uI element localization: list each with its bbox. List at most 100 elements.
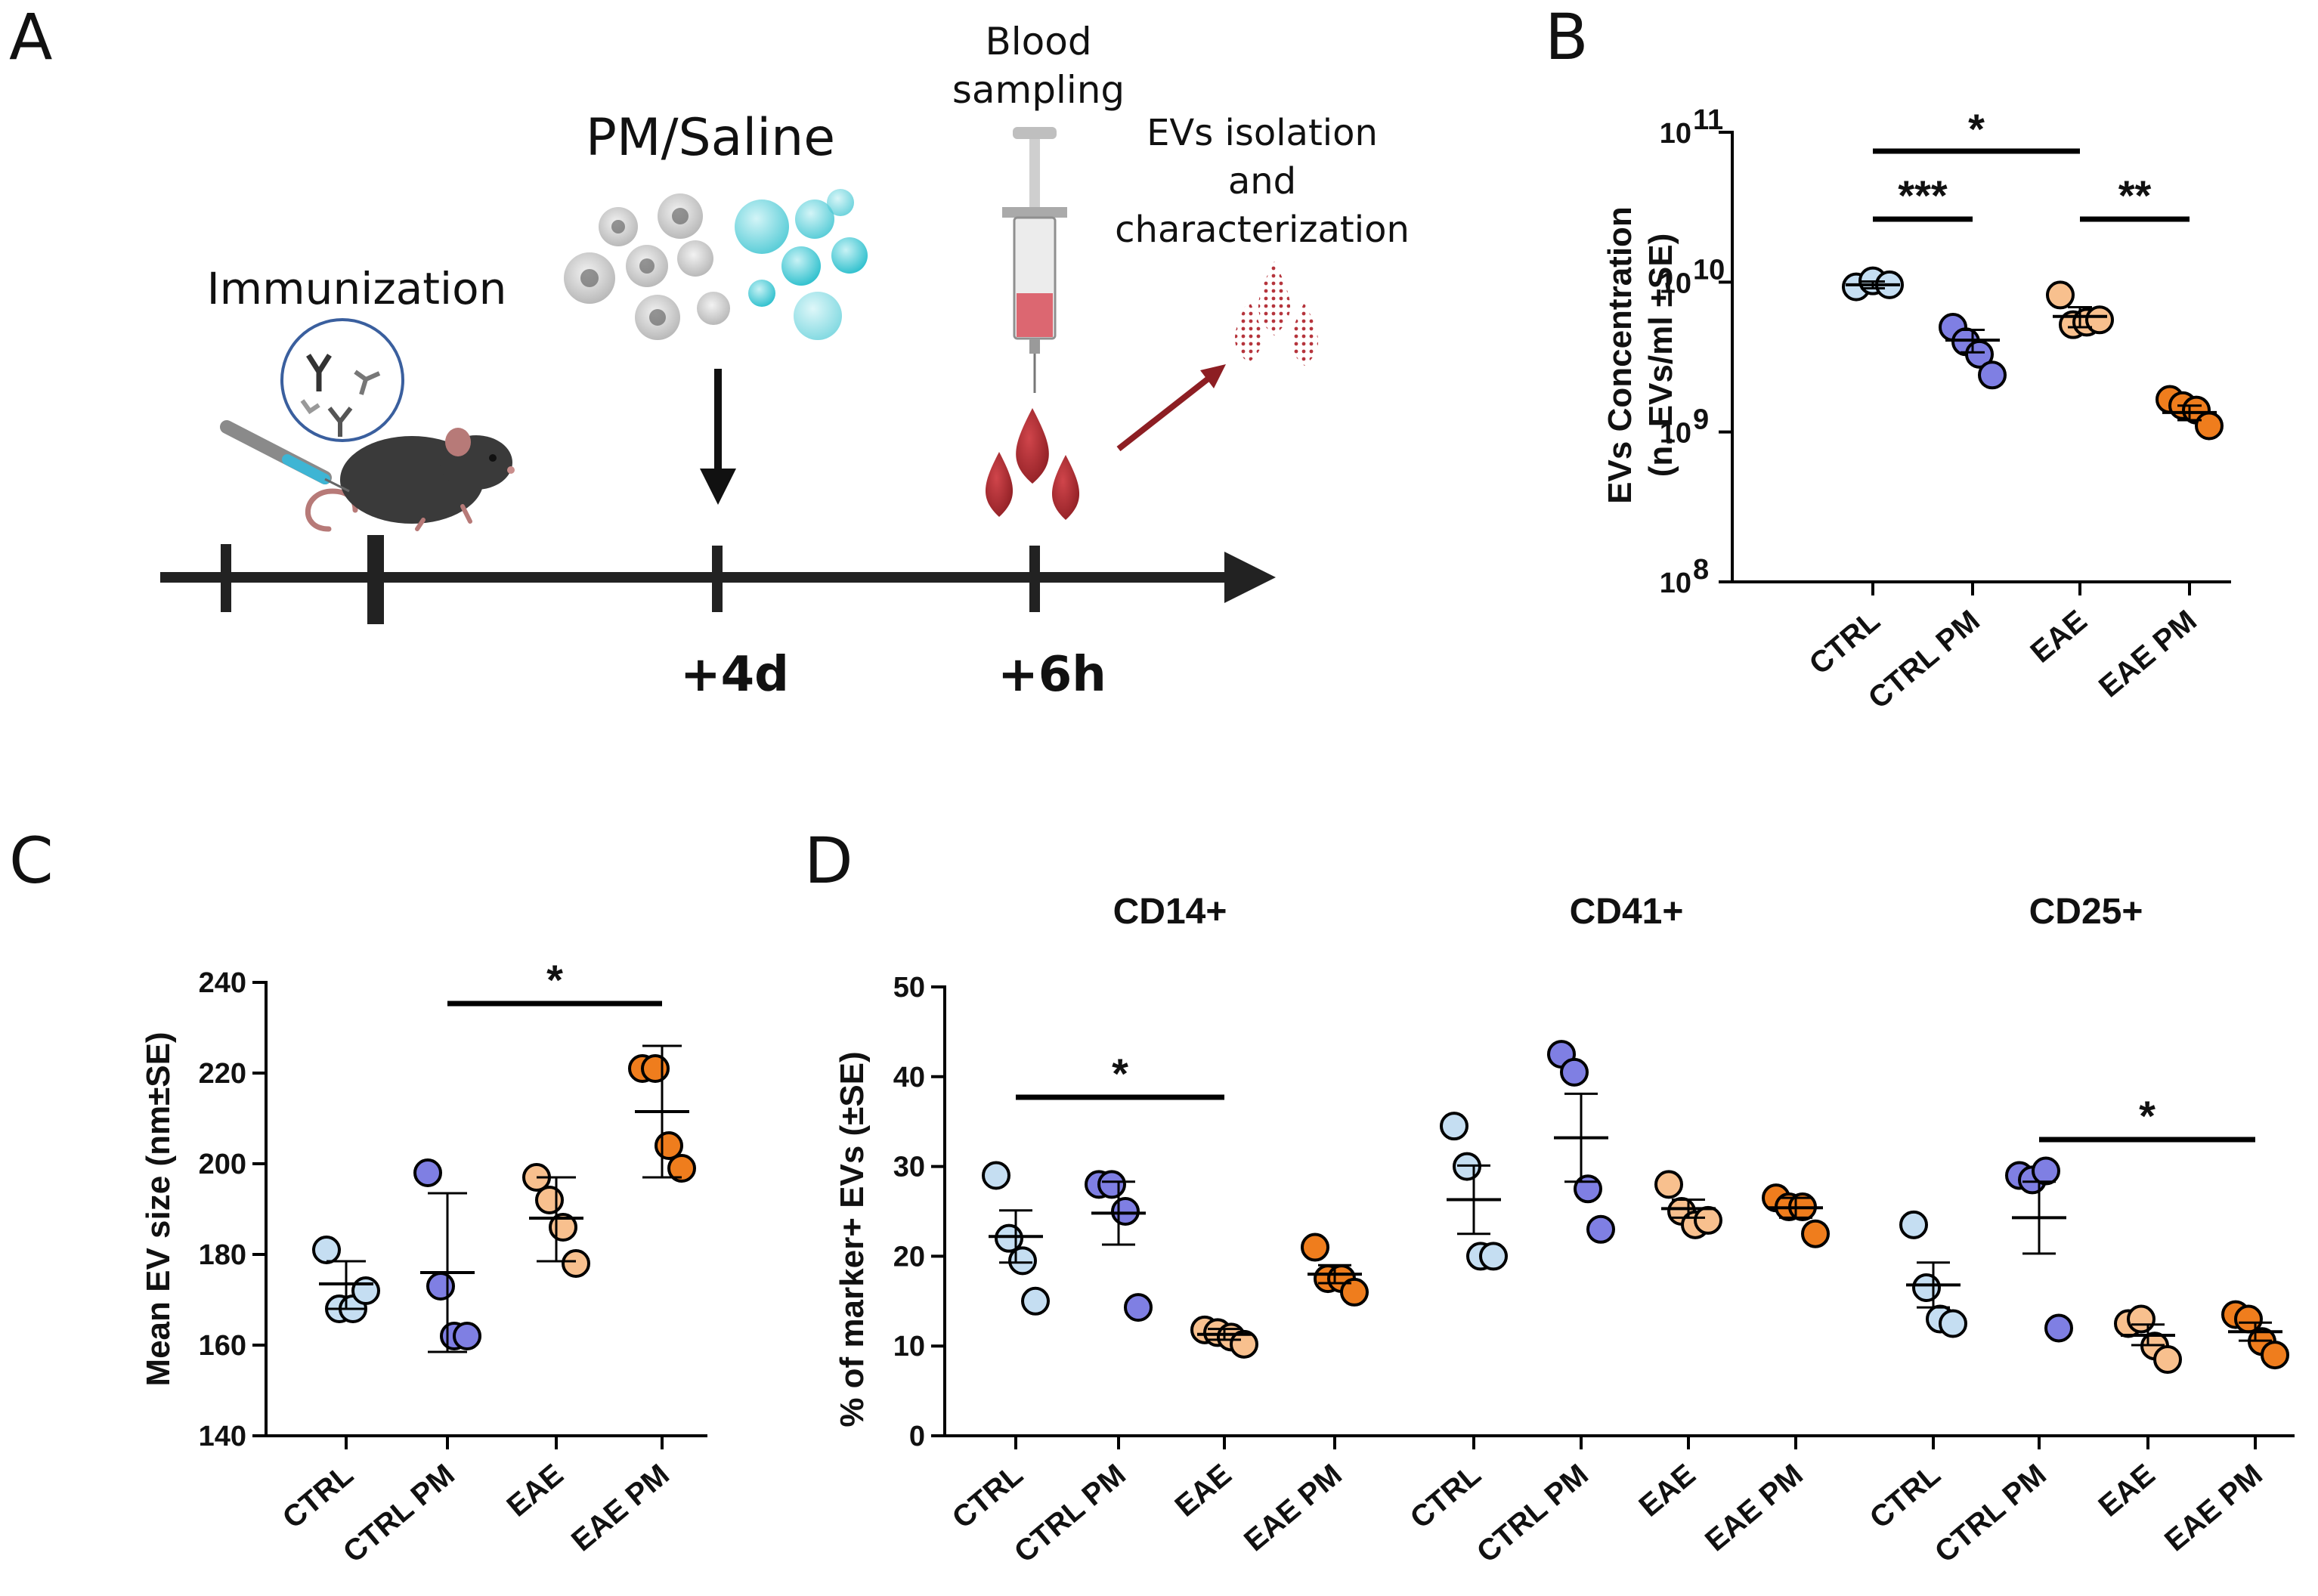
chart-c-point (535, 1186, 564, 1214)
blood-sampling-label-line2: sampling (952, 68, 1125, 112)
chart-d-marker-title: CD25+ (2029, 892, 2143, 932)
chart-b-ylabel-line1: EVs Concentration (1602, 206, 1639, 504)
chart-d-marker-title: CD41+ (1570, 892, 1684, 932)
chart-d-point (1097, 1170, 1126, 1199)
chart-d-point (1939, 1309, 1967, 1338)
chart-b-sig-label: ** (2118, 172, 2152, 219)
chart-b-sig-label: * (1968, 105, 1985, 153)
chart-d-ytick-label: 40 (893, 1062, 925, 1093)
chart-b-point (2195, 411, 2224, 441)
chart-d-point (1479, 1242, 1508, 1271)
chart-c-point (453, 1322, 481, 1350)
chart-d-ylabel: % of marker+ EVs (±SE) (834, 1051, 871, 1427)
chart-c-point (426, 1272, 455, 1301)
chart-c-xtick-label: CTRL (277, 1458, 360, 1535)
chart-d-significance: * * (1112, 1050, 2156, 1140)
chart-c-point (562, 1249, 590, 1278)
evs-label-line2: and (1228, 160, 1296, 203)
chart-c-marks (312, 1001, 696, 1353)
chart-d-sig-label: * (1112, 1050, 1128, 1097)
chart-d-xtick-label: CTRL (1404, 1458, 1487, 1535)
chart-d-ytick-label: 0 (909, 1421, 925, 1452)
chart-d-point (1654, 1170, 1683, 1199)
chart-c: 140 160 180 200 220 240 Mean EV size (nm… (140, 956, 707, 1570)
chart-d-point (2044, 1313, 2073, 1343)
chart-b-axes (1719, 131, 2231, 595)
chart-c-xtick-label: EAE PM (565, 1458, 676, 1557)
chart-b: 10 8 10 9 10 10 10 11 EVs Concentration … (1602, 104, 2231, 716)
chart-c-significance: * (546, 956, 563, 1004)
chart-d-point (1574, 1174, 1602, 1204)
chart-d-ytick-label: 30 (893, 1152, 925, 1183)
chart-b-xtick-label: CTRL (1803, 604, 1886, 681)
chart-d-point (982, 1161, 1010, 1190)
red-arrow-icon (1116, 364, 1226, 452)
chart-b-ytick-exp: 8 (1693, 554, 1709, 586)
chart-c-ytick-label: 140 (199, 1421, 246, 1452)
ev-drops-icon (1234, 261, 1319, 366)
chart-d-point (1912, 1273, 1941, 1302)
chart-c-ytick-label: 200 (199, 1149, 246, 1180)
chart-b-y-ticks: 10 8 10 9 10 10 10 11 (1660, 104, 1725, 599)
chart-d-point (1230, 1329, 1258, 1359)
chart-c-y-ticks: 140 160 180 200 220 240 (199, 967, 246, 1452)
chart-d-point (2261, 1341, 2289, 1370)
chart-d-ytick-label: 20 (893, 1241, 925, 1273)
chart-b-ytick-exp: 9 (1693, 404, 1709, 436)
chart-b-sig-label: *** (1898, 172, 1948, 219)
chart-b-xtick-label: EAE PM (2093, 604, 2203, 704)
chart-d-point (1008, 1246, 1037, 1276)
chart-b-xtick-label: EAE (2024, 604, 2093, 670)
immunization-label: Immunization (207, 263, 507, 314)
chart-d-point (1560, 1057, 1589, 1087)
chart-d-xtick-label: CTRL (1864, 1458, 1947, 1535)
blood-sampling-label-line1: Blood (985, 20, 1091, 63)
chart-c-ytick-label: 180 (199, 1239, 246, 1271)
chart-d-point (1111, 1197, 1140, 1226)
chart-b-ytick-exp: 10 (1693, 254, 1725, 286)
chart-c-point (641, 1054, 670, 1083)
chart-d-marker-titles: CD14+ CD41+ CD25+ (1113, 892, 2143, 932)
chart-c-point (312, 1236, 341, 1264)
chart-d-xtick-label: EAE (1168, 1458, 1237, 1523)
chart-b-ytick-base: 10 (1660, 568, 1691, 599)
chart-d-xtick-label: CTRL PM (1471, 1458, 1595, 1569)
chart-d-point (1694, 1205, 1722, 1235)
chart-c-ytick-label: 240 (199, 967, 246, 999)
chart-d-y-ticks: 0 10 20 30 40 50 (893, 972, 925, 1452)
chart-c-sig-label: * (546, 956, 563, 1004)
chart-d: 0 10 20 30 40 50 % of marker+ EVs (±SE) … (834, 892, 2295, 1570)
chart-c-ylabel: Mean EV size (nm±SE) (140, 1032, 177, 1386)
panel-letter-c: C (9, 824, 54, 898)
chart-d-xtick-label: EAE (1633, 1458, 1701, 1523)
panel-letter-d: D (804, 824, 853, 898)
down-arrow-icon (700, 369, 736, 505)
chart-c-xtick-label: CTRL PM (337, 1458, 461, 1569)
chart-c-point (667, 1154, 696, 1183)
chart-d-point (2153, 1345, 2182, 1375)
chart-d-xtick-label: EAE PM (1238, 1458, 1348, 1557)
chart-d-point (1301, 1233, 1329, 1262)
chart-d-point (1586, 1214, 1615, 1244)
chart-d-marks (982, 1040, 2289, 1375)
chart-d-point (1124, 1293, 1153, 1322)
chart-d-xtick-label: CTRL PM (1008, 1458, 1132, 1569)
timeline: +4d +6h (160, 535, 1276, 703)
mouse-icon (305, 428, 515, 532)
pm-saline-label: PM/Saline (586, 108, 835, 168)
experiment-schematic: Immunization PM/Saline Blood sampling EV… (160, 20, 1410, 703)
chart-d-point (1440, 1112, 1468, 1141)
chart-b-x-labels: CTRL CTRL PM EAE EAE PM (1803, 604, 2203, 715)
chart-d-point (2127, 1304, 2156, 1334)
chart-c-point (413, 1158, 442, 1187)
blood-drops-icon (985, 408, 1080, 520)
chart-d-point (1801, 1219, 1830, 1248)
evs-label-line1: EVs isolation (1147, 112, 1378, 154)
chart-d-xtick-label: EAE (2092, 1458, 2161, 1523)
particles-icon (564, 189, 868, 340)
chart-d-x-labels: CTRL CTRL PM EAE EAE PM CTRL CTRL PM EAE… (946, 1458, 2269, 1569)
chart-c-xtick-label: EAE (500, 1458, 569, 1523)
chart-c-point (351, 1276, 380, 1305)
chart-d-point (1021, 1286, 1050, 1316)
